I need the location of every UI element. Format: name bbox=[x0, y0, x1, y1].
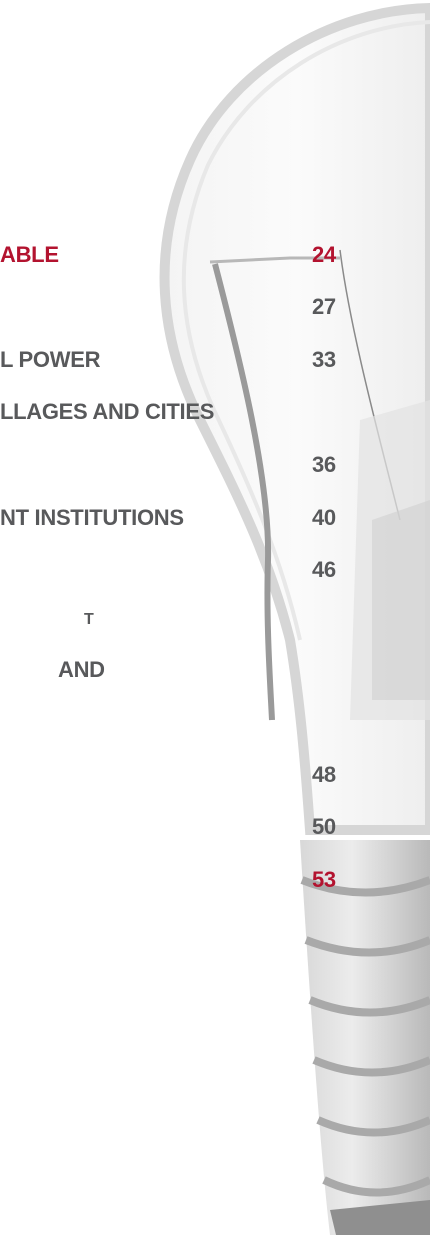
toc-title: NT INSTITUTIONS bbox=[0, 505, 184, 531]
page-number: 50 bbox=[312, 814, 336, 840]
toc-title: L POWER bbox=[0, 347, 100, 373]
page-number: 27 bbox=[312, 294, 336, 320]
page: {"toc": { "titles": ["ABLE", "L POWER", … bbox=[0, 0, 430, 1235]
page-number: 33 bbox=[312, 347, 336, 373]
toc-title: AND bbox=[58, 657, 105, 683]
page-number: 46 bbox=[312, 557, 336, 583]
page-number: 40 bbox=[312, 505, 336, 531]
page-number: 24 bbox=[312, 242, 336, 268]
toc-title: T bbox=[84, 607, 93, 633]
page-number: 48 bbox=[312, 762, 336, 788]
toc-title: ABLE bbox=[0, 242, 59, 268]
lightbulb-illustration bbox=[0, 0, 430, 1235]
page-number: 53 bbox=[312, 867, 336, 893]
toc-title: LLAGES AND CITIES bbox=[0, 399, 214, 425]
page-number: 36 bbox=[312, 452, 336, 478]
